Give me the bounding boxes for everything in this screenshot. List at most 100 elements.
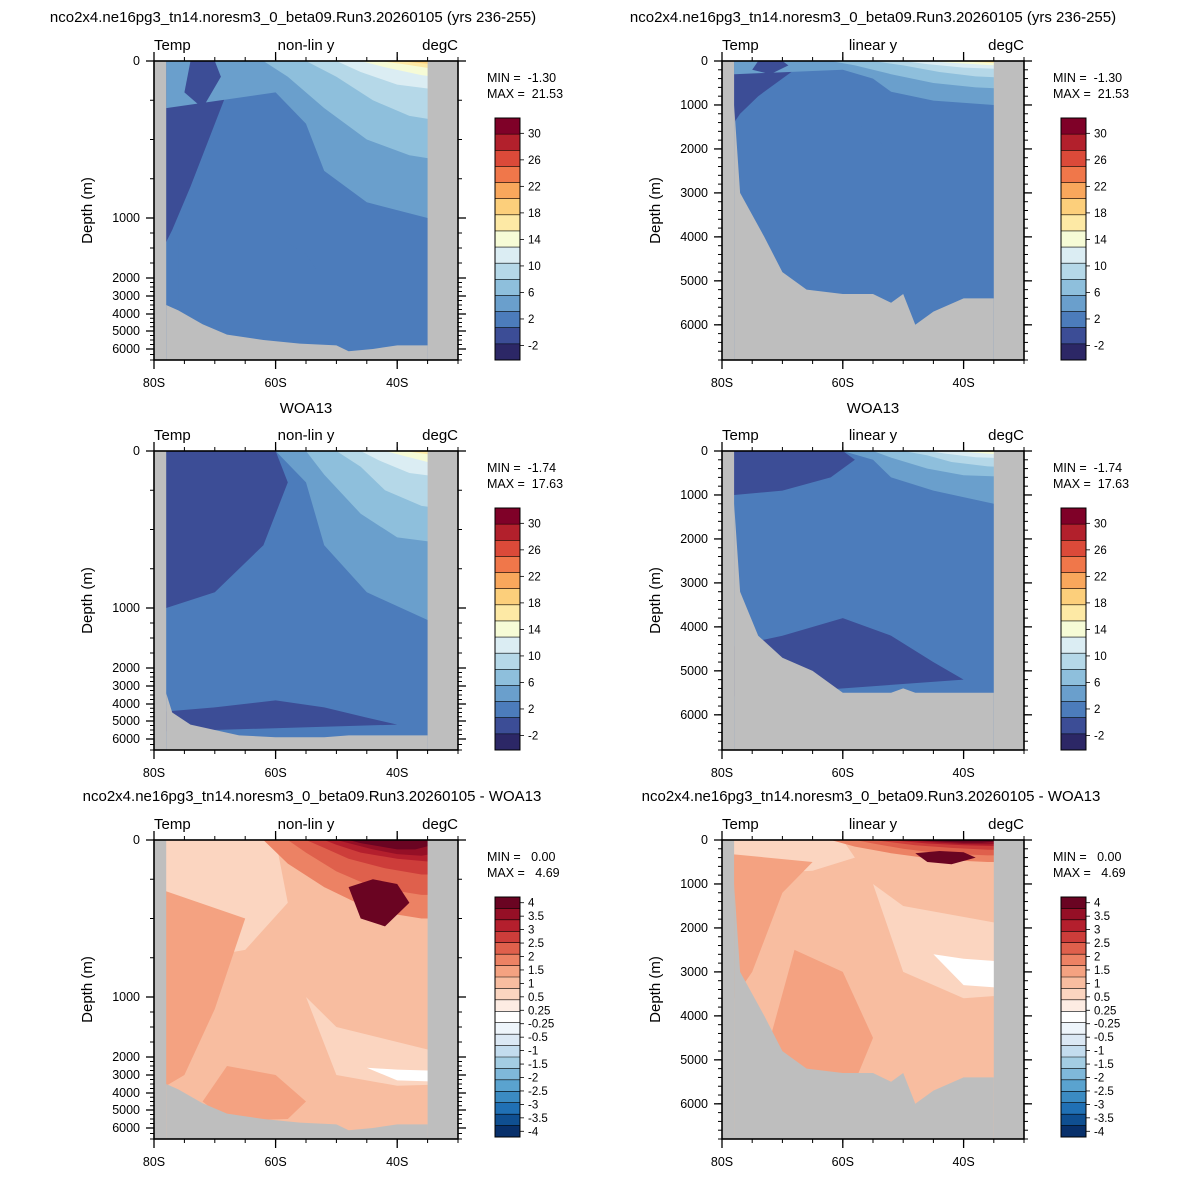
colorbar-label: 22 (1094, 181, 1107, 193)
y-tick-label: 4000 (680, 620, 708, 634)
colorbar-label: 3.5 (1094, 911, 1110, 923)
x-tick-label: 80S (711, 376, 733, 390)
colorbar-frame (494, 896, 521, 1138)
contour-band (306, 997, 458, 1086)
colorbar-swatch (1061, 524, 1086, 541)
colorbar-swatch (1061, 1057, 1086, 1069)
colorbar-swatch (495, 1045, 520, 1058)
colorbar-swatch (495, 653, 520, 670)
x-tick-label: 40S (952, 1155, 974, 1169)
y-tick-label: 4000 (112, 1086, 140, 1100)
colorbar-swatch (495, 311, 520, 329)
colorbar-label: -3.5 (1094, 1113, 1114, 1125)
row-title-top-right: nco2x4.ne16pg3_tn14.noresm3_0_beta09.Run… (630, 9, 1116, 26)
y-tick-label: 4000 (680, 230, 708, 244)
y-tick-label: 2000 (112, 661, 140, 675)
x-tick-label: 40S (386, 766, 408, 780)
y-tick-label: 3000 (680, 576, 708, 590)
colorbar-label: -0.5 (528, 1032, 548, 1044)
colorbar-swatch (495, 717, 520, 735)
colorbar-swatch (495, 637, 520, 654)
colorbar-swatch (495, 572, 520, 590)
colorbar-frame (494, 117, 521, 361)
colorbar-swatch (495, 343, 520, 361)
colorbar-label: 14 (1094, 624, 1107, 636)
colorbar-label: 3 (528, 925, 534, 937)
colorbar-swatch (495, 540, 520, 557)
y-tick-label: 4000 (112, 307, 140, 321)
colorbar-swatch (495, 556, 520, 573)
land-right (427, 840, 458, 1139)
y-tick-label: 2000 (680, 532, 708, 546)
colorbar-swatch (1061, 343, 1086, 361)
field-area (722, 451, 1024, 750)
colorbar: 43.5 32.52 1.51 0.50.25 -0.25-0.5 -1-1.5 -2-2.… (1060, 896, 1120, 1138)
x-tick-label: 40S (386, 1155, 408, 1169)
colorbar-swatch (1061, 540, 1086, 557)
colorbar-swatch (495, 897, 520, 909)
contour-band (348, 879, 410, 927)
colorbar-swatch (495, 999, 520, 1012)
x-tick-label: 80S (711, 1155, 733, 1169)
contour-band (348, 840, 434, 850)
right-label: degC (422, 816, 458, 833)
y-tick-label: 1000 (680, 488, 708, 502)
colorbar-label: 14 (528, 624, 541, 636)
colorbar-swatch (495, 198, 520, 216)
panel-diff-linear: Temp linear y degC 0 1000 2000 3000 4000 5000 600… (647, 816, 1126, 1169)
colorbar-label: -1.5 (528, 1059, 548, 1071)
x-tick-label: 60S (832, 766, 854, 780)
colorbar-label: 30 (1094, 128, 1107, 140)
colorbar-swatch (495, 620, 520, 638)
colorbar-label: -3.5 (528, 1113, 548, 1125)
colorbar-swatch (495, 685, 520, 702)
row-title-middle-left: WOA13 (280, 400, 333, 417)
colorbar-swatch (495, 1079, 520, 1092)
x-tick-label: 80S (143, 766, 165, 780)
colorbar-label: 10 (1094, 261, 1107, 273)
colorbar-swatch (1061, 942, 1086, 955)
bathymetry-land (166, 1084, 428, 1139)
contour-band (154, 700, 398, 732)
colorbar-swatch (495, 1057, 520, 1069)
right-label: degC (422, 427, 458, 444)
right-label: degC (988, 37, 1024, 54)
x-tick-label: 60S (264, 1155, 286, 1169)
contour-band (752, 61, 789, 75)
colorbar-swatch (495, 508, 520, 525)
y-axis-label: Depth (m) (647, 177, 664, 244)
field-area (154, 61, 458, 360)
colorbar-label: 6 (528, 677, 534, 689)
colorbar-label: 4 (528, 898, 535, 910)
land-right (427, 451, 458, 750)
colorbar-swatch (1061, 653, 1086, 670)
colorbar-label: -2 (528, 1073, 538, 1085)
max-label: MAX = 4.69 (1053, 866, 1126, 880)
contour-band (178, 236, 458, 360)
colorbar-swatch (1061, 1125, 1086, 1138)
colorbar: 43.5 32.52 1.51 0.50.25 -0.25-0.5 -1-1.5 -2-2.… (494, 896, 554, 1138)
panel-obs-linear: Temp linear y degC 0 1000 2000 3000 4000 5000 600… (647, 427, 1129, 780)
colorbar-swatch (1061, 134, 1086, 151)
colorbar-swatch (1061, 327, 1086, 345)
colorbar-label: 0.25 (1094, 1005, 1116, 1017)
contour-band (915, 851, 976, 865)
colorbar-label: 2 (1094, 704, 1100, 716)
center-label: non-lin y (278, 37, 335, 54)
colorbar-swatch (1061, 1091, 1086, 1104)
colorbar-label: 0.5 (528, 992, 544, 1004)
colorbar-swatch (1061, 988, 1086, 1001)
colorbar-label: -3 (528, 1099, 538, 1111)
colorbar-swatch (495, 1011, 520, 1024)
right-label: degC (988, 427, 1024, 444)
colorbar-label: 0.25 (528, 1005, 550, 1017)
y-tick-label: 1000 (112, 211, 140, 225)
x-tick-label: 40S (386, 376, 408, 390)
y-tick-label: 6000 (112, 732, 140, 746)
panel-obs-nonlinear: Temp non-lin y degC 0 1000 2000 3000 4000 5000 60… (79, 427, 563, 780)
colorbar-swatch (495, 954, 520, 966)
min-label: MIN = -1.74 (1053, 461, 1122, 475)
y-tick-label: 0 (701, 54, 708, 68)
land-left (154, 61, 167, 360)
